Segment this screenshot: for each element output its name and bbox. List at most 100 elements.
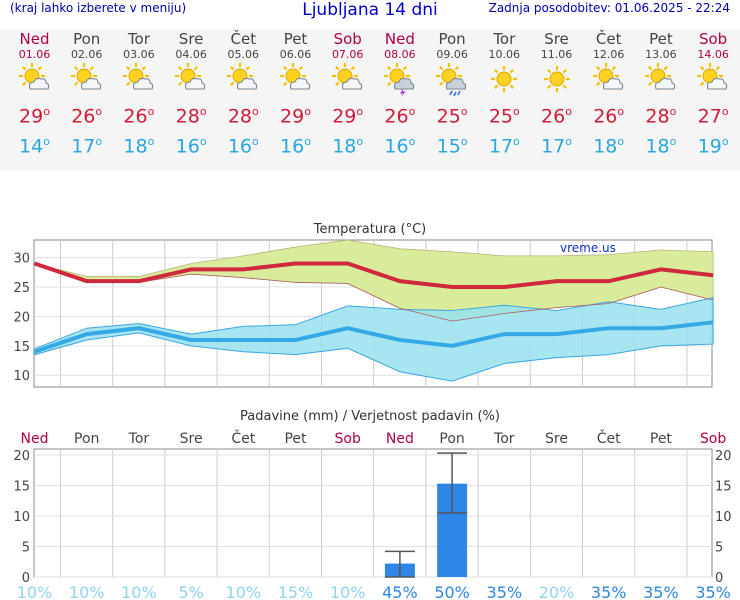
day-date: 12.06 (592, 48, 625, 61)
day-column[interactable]: Tor 03.06 26o 18o (113, 30, 165, 160)
precipitation-probability-label: 45% (382, 583, 418, 600)
day-name: Pet (649, 30, 673, 48)
max-temperature: 29o (19, 105, 50, 128)
precipitation-day-label: Pet (284, 431, 307, 447)
day-date: 04.06 (175, 48, 207, 61)
day-name: Pon (438, 30, 466, 48)
precipitation-y-tick-label: 15 (13, 480, 30, 495)
location-hint[interactable]: (kraj lahko izberete v meniju) (10, 1, 187, 15)
precipitation-y-tick-label: 0 (22, 571, 30, 586)
day-date: 07.06 (331, 48, 364, 61)
precipitation-probability-label: 15% (278, 583, 314, 600)
day-name: Sre (178, 30, 204, 48)
precipitation-y-tick-label: 10 (13, 510, 30, 525)
day-column[interactable]: Sob 14.06 27o 19o (687, 30, 739, 160)
precipitation-probability-label: 35% (487, 583, 523, 600)
precipitation-probability-label: 10% (330, 583, 366, 600)
min-temperature: 16o (280, 135, 311, 158)
day-column[interactable]: Čet 05.06 28o 16o (217, 30, 269, 160)
day-date: 13.06 (645, 48, 677, 61)
last-update: Zadnja posodobitev: 01.06.2025 - 22:24 (488, 1, 730, 15)
temperature-y-tick-label: 25 (13, 281, 30, 296)
max-temperature: 26o (384, 105, 416, 128)
precipitation-y-tick-label-right: 10 (715, 510, 732, 525)
precipitation-day-label: Čet (231, 429, 255, 447)
max-temperature-line (33, 261, 714, 290)
sun-cloud-icon (217, 63, 269, 97)
day-date: 11.06 (540, 48, 573, 61)
day-date: 10.06 (488, 48, 521, 61)
day-date: 06.06 (279, 48, 312, 61)
sun-cloud-icon (61, 63, 113, 97)
precipitation-y-tick-label-right: 0 (715, 571, 723, 586)
min-temperature: 18o (332, 135, 364, 158)
day-column[interactable]: Sob 07.06 29o 18o (322, 30, 374, 160)
precipitation-y-tick-label-right: 20 (715, 449, 732, 464)
precipitation-day-label: Pet (650, 431, 673, 447)
temperature-y-tick-label: 10 (13, 369, 30, 384)
sun-rain-icon (426, 63, 478, 97)
day-name: Tor (127, 30, 150, 48)
day-date: 05.06 (227, 48, 260, 61)
temperature-chart-title: Temperatura (°C) (313, 222, 426, 237)
day-date: 14.06 (697, 48, 729, 61)
precipitation-day-label: Sre (180, 431, 203, 447)
temperature-y-tick-label: 20 (13, 310, 30, 325)
min-temperature: 18o (123, 135, 155, 158)
precipitation-day-label: Sob (335, 431, 361, 447)
day-name: Sre (544, 30, 569, 48)
day-date: 02.06 (70, 48, 103, 61)
daily-forecast: Ned 01.06 29o 14o Pon 02.06 26o 17o Tor 03.06 26o 1… (0, 30, 740, 170)
max-temperature: 28o (645, 105, 677, 128)
precipitation-day-label: Sob (700, 431, 726, 447)
precipitation-probability-label: 10% (226, 583, 262, 600)
min-temperature: 15o (436, 135, 468, 158)
day-column[interactable]: Pon 09.06 25o 15o (426, 30, 478, 160)
max-temperature: 26o (541, 105, 572, 128)
day-name: Pon (73, 30, 101, 48)
day-column[interactable]: Sre 11.06 26o 17o (531, 30, 583, 160)
precipitation-day-label: Ned (21, 431, 49, 447)
min-temperature: 17o (71, 135, 103, 158)
precipitation-y-tick-label-right: 5 (715, 541, 723, 556)
precipitation-y-tick-label-right: 15 (715, 480, 732, 495)
day-name: Ned (384, 30, 415, 48)
max-temperature: 26o (71, 105, 103, 128)
sun-storm-icon (374, 63, 426, 97)
sun-cloud-icon (322, 63, 374, 97)
min-temperature: 14o (19, 135, 50, 158)
min-temperature-range-band (34, 296, 714, 382)
precipitation-chart-title: Padavine (mm) / Verjetnost padavin (%) (240, 409, 500, 424)
day-column[interactable]: Ned 08.06 26o 16o (374, 30, 426, 160)
sun-icon (478, 63, 530, 97)
sun-cloud-icon (9, 63, 61, 97)
temperature-y-tick-label: 15 (13, 340, 30, 355)
sun-cloud-icon (165, 63, 217, 97)
day-name: Sob (333, 30, 362, 48)
day-column[interactable]: Pet 13.06 28o 18o (635, 30, 687, 160)
forecast-charts: Temperatura (°C) 10 15 20 25 30 vreme.us Padavi… (13, 222, 732, 600)
day-column[interactable]: Ned 01.06 29o 14o (9, 30, 61, 160)
min-temperature: 18o (593, 135, 625, 158)
day-date: 08.06 (384, 48, 416, 61)
max-temperature: 25o (488, 105, 520, 128)
day-column[interactable]: Pet 06.06 29o 16o (270, 30, 322, 160)
header: (kraj lahko izberete v meniju) Ljubljana… (0, 0, 740, 22)
day-column[interactable]: Čet 12.06 26o 18o (583, 30, 635, 160)
day-column[interactable]: Sre 04.06 28o 16o (165, 30, 217, 160)
min-temperature: 16o (227, 135, 259, 158)
min-temperature: 16o (175, 135, 207, 158)
day-column[interactable]: Tor 10.06 25o 17o (478, 30, 530, 160)
sun-icon (531, 63, 583, 97)
sun-cloud-icon (113, 63, 165, 97)
page-title: Ljubljana 14 dni (302, 0, 438, 20)
day-column[interactable]: Pon 02.06 26o 17o (61, 30, 113, 160)
precipitation-day-label: Tor (493, 431, 515, 447)
precipitation-day-label: Tor (128, 431, 150, 447)
day-date: 01.06 (18, 48, 51, 61)
precipitation-probability-label: 10% (69, 583, 105, 600)
min-temperature: 16o (384, 135, 416, 158)
min-temperature: 19o (697, 135, 729, 158)
day-name: Sob (698, 30, 728, 48)
day-name: Ned (19, 30, 50, 48)
